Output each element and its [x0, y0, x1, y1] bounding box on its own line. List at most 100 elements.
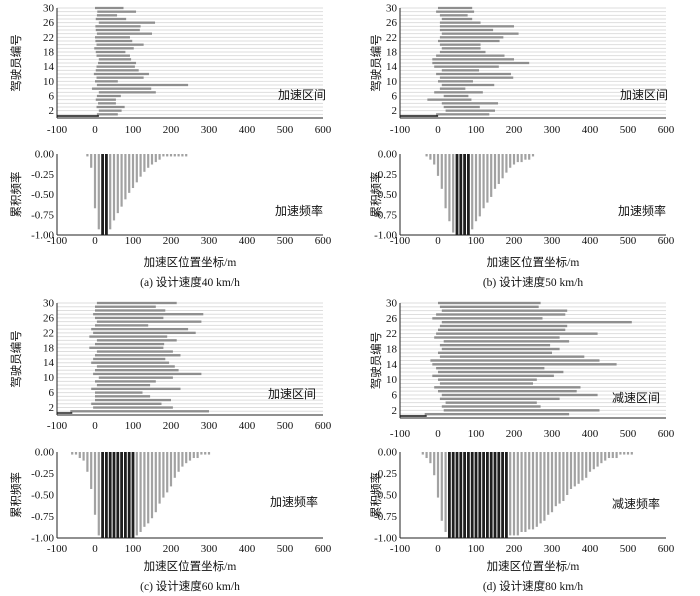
frequency-bar	[101, 452, 104, 538]
frequency-bar	[493, 452, 497, 538]
interval-y-tick-label: 2	[392, 105, 398, 117]
interval-bar	[95, 36, 130, 39]
interval-bar	[96, 76, 144, 79]
frequency-bar	[429, 154, 432, 160]
frequency-bar	[596, 452, 599, 467]
frequency-y-tick-label: -0.50	[374, 189, 397, 201]
frequency-bar	[97, 154, 100, 230]
frequency-x-tick-label: 400	[239, 543, 256, 555]
interval-bar	[94, 47, 134, 50]
interval-x-tick-label: -100	[47, 420, 68, 432]
frequency-bar	[482, 154, 485, 209]
frequency-bar	[147, 452, 150, 524]
frequency-bar	[509, 452, 512, 536]
interval-bar	[439, 343, 551, 347]
interval-x-tick-label: 100	[125, 124, 142, 136]
frequency-chart-tag: 加速频率	[618, 203, 666, 218]
frequency-bar	[623, 452, 626, 455]
interval-y-tick-label: 26	[386, 17, 398, 29]
interval-bar	[96, 54, 130, 57]
interval-bar	[438, 328, 566, 332]
interval-bar	[441, 347, 560, 351]
frequency-bar	[185, 154, 188, 157]
frequency-bar	[97, 452, 100, 536]
interval-x-tick-label: 400	[239, 124, 256, 136]
interval-bar	[434, 91, 483, 94]
frequency-y-tick-label: -1.00	[374, 533, 397, 545]
frequency-y-tick-label: -0.50	[374, 490, 397, 502]
frequency-bar	[512, 154, 516, 165]
interval-bar	[91, 387, 181, 391]
interval-y-tick-label: 26	[386, 313, 398, 325]
frequency-bar	[440, 154, 443, 189]
interval-bar	[95, 380, 156, 383]
frequency-x-axis-title: 加速区位置坐标/m	[487, 255, 580, 269]
interval-bar	[96, 65, 135, 68]
interval-bar	[96, 383, 151, 387]
frequency-bar	[478, 154, 481, 217]
interval-y-tick-label: 2	[49, 402, 55, 414]
frequency-bar	[467, 154, 470, 235]
frequency-bar	[86, 452, 89, 472]
interval-x-tick-label: 200	[506, 124, 523, 136]
frequency-x-tick-label: 200	[163, 543, 180, 555]
frequency-x-tick-label: 500	[277, 543, 294, 555]
frequency-x-axis-title: 加速区位置坐标/m	[144, 559, 237, 573]
interval-bar	[424, 412, 570, 416]
interval-y-tick-label: 30	[386, 3, 398, 15]
interval-bar	[436, 113, 490, 116]
interval-bar	[432, 374, 554, 378]
interval-bar	[438, 378, 537, 381]
interval-bar	[95, 80, 118, 83]
frequency-bar	[154, 154, 157, 163]
frequency-bar	[451, 452, 455, 538]
interval-bar	[439, 76, 514, 79]
frequency-bar	[105, 452, 108, 538]
frequency-bar	[455, 452, 459, 538]
interval-y-tick-label: 18	[43, 47, 55, 59]
interval-bar	[432, 317, 543, 320]
frequency-bar	[509, 154, 512, 168]
interval-bar	[432, 61, 530, 65]
frequency-bar	[124, 154, 127, 200]
frequency-x-tick-label: 0	[435, 235, 441, 247]
interval-bar	[441, 309, 568, 312]
frequency-bar	[482, 452, 485, 538]
panel-caption: (d) 设计速度80 km/h	[483, 579, 584, 593]
interval-bar	[95, 369, 179, 372]
frequency-bar	[547, 452, 550, 515]
interval-bar	[96, 113, 118, 116]
frequency-y-axis-title: 累积频率	[369, 472, 383, 518]
frequency-bar	[459, 452, 463, 538]
frequency-bar	[169, 452, 173, 487]
frequency-x-tick-label: 400	[582, 543, 599, 555]
interval-bar	[93, 72, 149, 76]
frequency-x-tick-label: 0	[92, 235, 98, 247]
interval-bar	[95, 17, 127, 21]
interval-x-tick-label: 300	[201, 124, 218, 136]
interval-bar	[439, 397, 560, 401]
interval-y-tick-label: 10	[43, 76, 55, 88]
frequency-bar	[181, 154, 184, 157]
frequency-x-tick-label: 100	[125, 235, 142, 247]
frequency-bar	[181, 452, 184, 467]
interval-bar	[95, 316, 164, 320]
interval-x-tick-label: -100	[47, 124, 68, 136]
frequency-bar	[135, 154, 138, 183]
frequency-bar	[204, 452, 207, 455]
interval-bar	[436, 366, 545, 370]
interval-bar	[434, 65, 499, 68]
interval-bar	[96, 301, 177, 305]
frequency-bar	[463, 154, 466, 235]
interval-bar	[441, 102, 499, 105]
interval-bar	[441, 320, 632, 324]
interval-bar	[95, 398, 171, 402]
frequency-bar	[592, 452, 595, 470]
interval-bar	[443, 409, 600, 412]
interval-bar	[97, 10, 137, 13]
interval-bar	[95, 354, 181, 357]
frequency-x-tick-label: 200	[163, 235, 180, 247]
frequency-bar	[154, 452, 157, 513]
